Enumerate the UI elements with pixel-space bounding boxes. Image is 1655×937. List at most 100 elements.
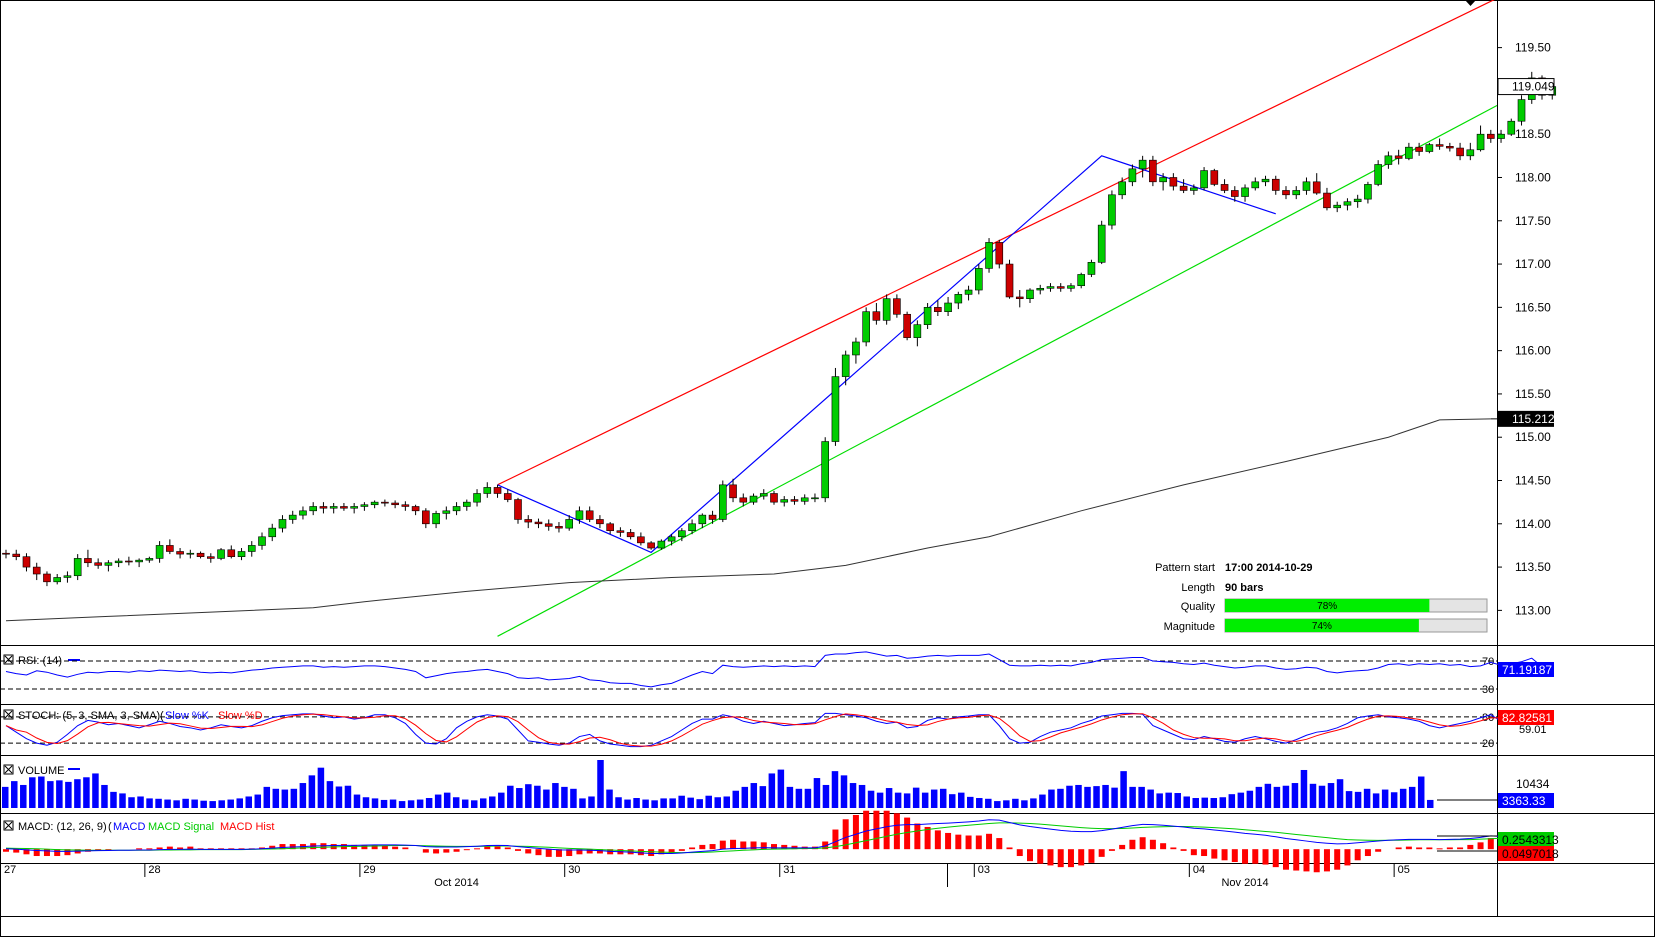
macd-hist-bar: [177, 847, 184, 850]
macd-hist-bar: [33, 849, 40, 857]
volume-bar: [570, 788, 577, 808]
volume-bar: [1192, 798, 1199, 808]
price-tick-label: 116.50: [1515, 300, 1551, 314]
price-tick-label: 115.00: [1515, 430, 1551, 444]
macd-legend-item: MACD Signal: [148, 821, 214, 833]
candle: [442, 506, 451, 520]
price-tick-label: 117.50: [1515, 214, 1551, 228]
candle-body: [350, 506, 358, 509]
candle-body: [1312, 181, 1321, 194]
x-tick-label: 28: [148, 864, 160, 876]
candle: [32, 562, 41, 581]
candle-body: [800, 497, 809, 502]
candle-body: [555, 526, 563, 529]
candle-body: [1200, 170, 1208, 189]
macd-hist-bar: [996, 838, 1003, 850]
candle-body: [524, 519, 533, 523]
pattern-bar-value: 78%: [1317, 601, 1337, 612]
macd-hist-bar: [197, 848, 204, 850]
x-tick-label: 05: [1398, 864, 1410, 876]
candle: [974, 264, 983, 295]
volume-bar: [407, 800, 415, 808]
volume-bar: [344, 785, 352, 808]
candle-body: [278, 519, 287, 529]
candle: [1425, 142, 1434, 154]
stoch-level-label: 20: [1482, 738, 1494, 750]
current-price-label: 119.049: [1512, 80, 1555, 94]
x-tick-label: Nov 2014: [1221, 877, 1268, 889]
candle-body: [1271, 178, 1280, 191]
volume-bar: [209, 801, 216, 808]
volume-bar: [263, 786, 271, 808]
rsi-line: [5, 651, 1553, 688]
volume-bar: [146, 798, 153, 808]
macd-hist-bar: [1088, 849, 1095, 863]
macd-hist-bar: [228, 848, 235, 850]
candle: [1312, 173, 1321, 195]
macd-hist-bar: [392, 846, 399, 850]
volume-value-label-box: [1498, 793, 1554, 808]
macd-hist-bar: [238, 848, 245, 850]
candle-body: [483, 487, 492, 494]
candle-body: [565, 519, 574, 529]
x-tick-label: Oct 2014: [434, 877, 479, 889]
candle-body: [391, 502, 399, 506]
candle: [462, 499, 471, 511]
macd-hist-bar: [1139, 837, 1146, 850]
candle: [688, 519, 696, 535]
candle-body: [637, 536, 645, 544]
candle-body: [411, 506, 420, 512]
candle: [452, 502, 461, 516]
candle: [1415, 142, 1423, 156]
macd-hist-bar: [1375, 849, 1382, 852]
candle: [94, 558, 102, 569]
macd-hist-bar: [1201, 849, 1208, 857]
candle: [166, 539, 174, 555]
macd-hist-bar: [1211, 849, 1218, 859]
macd-hist-bar: [1067, 849, 1074, 868]
stoch-legend-item: Slow %D: [218, 710, 263, 722]
candle: [780, 496, 789, 507]
stoch-paren: (: [160, 710, 164, 722]
candle: [1077, 272, 1085, 289]
candle-body: [913, 324, 922, 338]
volume-bar: [1147, 789, 1154, 808]
volume-bar: [1201, 797, 1209, 808]
volume-title: VOLUME: [18, 765, 64, 777]
volume-bar: [1354, 791, 1362, 808]
volume-bar: [1012, 798, 1019, 808]
candle-body: [227, 549, 236, 557]
macd-hist-bar: [1283, 849, 1289, 870]
volume-bar: [534, 785, 541, 808]
macd-legend-item: MACD: [113, 821, 145, 833]
macd-hist-bar: [730, 839, 737, 850]
volume-bar: [101, 784, 108, 808]
stoch-legend-item: Slow %K: [165, 710, 210, 722]
candle-body: [1241, 187, 1249, 197]
candle: [514, 497, 522, 524]
volume-bar: [921, 792, 929, 808]
candle: [186, 549, 195, 559]
candle: [575, 506, 584, 524]
macd-hist-bar: [402, 847, 409, 850]
candle-body: [237, 551, 246, 557]
candle: [606, 522, 614, 535]
macd-hist-bar: [146, 848, 153, 850]
candle: [657, 539, 666, 550]
candle: [237, 548, 246, 561]
candle: [985, 238, 993, 273]
volume-bar: [579, 798, 586, 808]
volume-bar: [119, 793, 126, 808]
volume-bar: [137, 796, 144, 808]
volume-bar: [1066, 785, 1073, 808]
candle: [1097, 220, 1106, 265]
candle-body: [493, 487, 502, 494]
candle: [524, 515, 533, 529]
candle-body: [954, 294, 963, 304]
candle: [1087, 259, 1096, 278]
candle: [1118, 177, 1126, 200]
candle-body: [452, 506, 461, 512]
candle-body: [872, 311, 881, 321]
candle: [944, 296, 952, 317]
candle: [319, 502, 328, 514]
